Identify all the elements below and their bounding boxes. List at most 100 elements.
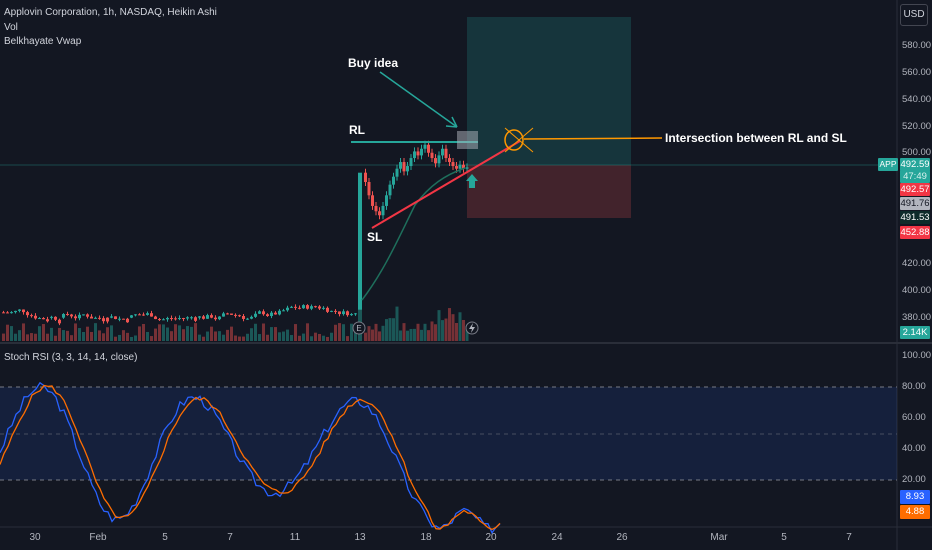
candle-body xyxy=(238,315,241,317)
candle-body xyxy=(420,148,423,156)
candle-body xyxy=(94,317,97,319)
volume-bar xyxy=(254,323,257,341)
volume-bar xyxy=(367,326,371,341)
buy-signal-arrow xyxy=(466,174,478,188)
volume-bar xyxy=(146,331,149,341)
volume-bar xyxy=(266,334,269,341)
candle-body xyxy=(198,316,201,318)
volume-bar xyxy=(202,336,205,341)
chart-title[interactable]: Applovin Corporation, 1h, NASDAQ, Heikin… xyxy=(4,7,217,18)
candle-body xyxy=(266,314,269,317)
volume-bar xyxy=(38,326,41,341)
candle-body xyxy=(437,155,441,164)
sl-line[interactable] xyxy=(371,140,521,229)
candle-body xyxy=(462,164,465,169)
volume-bar xyxy=(290,335,293,341)
volume-bar xyxy=(178,325,181,341)
buy-idea-label[interactable]: Buy idea xyxy=(348,56,399,70)
candle-body xyxy=(50,316,53,318)
volume-bar xyxy=(416,323,420,341)
candle-body xyxy=(385,195,388,206)
earnings-icon[interactable] xyxy=(352,321,366,335)
candle-body xyxy=(326,307,329,312)
candles xyxy=(2,140,469,326)
volume-bar xyxy=(399,330,402,341)
volume-bar xyxy=(222,334,225,341)
rsi-axis-label: 80.00 xyxy=(902,381,926,392)
volume-bar xyxy=(210,326,213,341)
candle-body xyxy=(26,312,29,316)
volume-bar xyxy=(6,324,9,341)
rl-handle[interactable] xyxy=(457,131,478,149)
position-stop-zone[interactable] xyxy=(467,165,631,218)
rsi-axis-label: 20.00 xyxy=(902,474,926,485)
candle-body xyxy=(182,318,185,320)
buy-idea-arrow[interactable] xyxy=(379,71,458,128)
candle-body xyxy=(354,313,357,315)
candle-body xyxy=(98,317,101,319)
candle-body xyxy=(270,312,273,317)
volume-bar xyxy=(371,329,374,341)
candle-body xyxy=(234,314,237,316)
volume-bar xyxy=(198,334,201,341)
volume-bar xyxy=(318,333,321,341)
time-axis-label: 30 xyxy=(29,532,41,543)
candle-body xyxy=(338,311,341,315)
volume-bar xyxy=(90,331,93,341)
volume-bar xyxy=(250,328,253,341)
volume-bar xyxy=(406,330,409,341)
volume-tag: 2.14K xyxy=(900,326,930,339)
candle-body xyxy=(62,314,65,318)
candle-body xyxy=(427,144,430,153)
volume-bar xyxy=(78,328,81,341)
candle-body xyxy=(58,319,61,324)
candle-body xyxy=(381,205,385,216)
volume-bar xyxy=(306,323,309,341)
volume-bar xyxy=(238,336,241,341)
rsi-title[interactable]: Stoch RSI (3, 3, 14, 14, close) xyxy=(4,352,138,363)
candle-body xyxy=(122,318,125,320)
time-axis-label: 11 xyxy=(289,532,301,543)
volume-bar xyxy=(170,331,173,341)
volume-bar xyxy=(174,324,177,341)
rsi-axis-label: 40.00 xyxy=(902,443,926,454)
volume-bar xyxy=(158,324,161,341)
volume-bar xyxy=(34,333,37,341)
candle-body xyxy=(174,318,177,320)
volume-bar xyxy=(310,336,313,341)
price-axis-label: 400.00 xyxy=(902,285,932,296)
sl-label[interactable]: SL xyxy=(367,230,383,244)
indicator-vol[interactable]: Vol xyxy=(4,22,18,33)
candle-body xyxy=(455,166,458,169)
intersection-label[interactable]: Intersection between RL and SL xyxy=(665,131,847,145)
volume-bar xyxy=(402,323,406,341)
volume-bar xyxy=(62,330,65,341)
position-target-zone[interactable] xyxy=(467,17,631,165)
price-axis-label: 540.00 xyxy=(902,94,932,105)
indicator-vwap[interactable]: Belkhayate Vwap xyxy=(4,36,82,47)
time-axis-label: 13 xyxy=(354,532,366,543)
volume-bar xyxy=(258,334,261,341)
rl-label[interactable]: RL xyxy=(349,123,365,137)
volume-bar xyxy=(242,336,245,341)
candle-body xyxy=(162,319,165,321)
volume-bar xyxy=(246,333,249,341)
currency-button[interactable]: USD xyxy=(900,4,928,26)
candle-body xyxy=(210,315,213,318)
volume-bar xyxy=(381,325,385,341)
symbol-tag[interactable]: APP xyxy=(878,158,898,171)
intersection-pointer[interactable] xyxy=(523,137,663,140)
volume-bar xyxy=(385,319,388,341)
candle-body xyxy=(444,148,448,159)
volume-bar xyxy=(190,326,193,341)
last-price-tag: 492.59 xyxy=(900,158,930,171)
rsi-lines xyxy=(0,381,501,535)
intersection-circle[interactable] xyxy=(504,129,524,151)
candle-body xyxy=(448,158,451,163)
price-axis-label: 580.00 xyxy=(902,40,932,51)
candle-body xyxy=(194,317,197,321)
candle-body xyxy=(202,316,205,319)
volume-bar xyxy=(214,331,217,341)
volume-bar xyxy=(2,333,5,341)
